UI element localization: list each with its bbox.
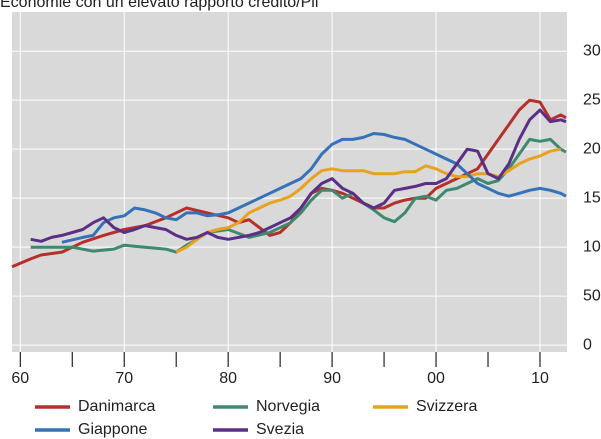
y-tick-label: 0 <box>583 336 592 353</box>
y-tick-label: 250 <box>583 91 601 108</box>
y-tick-label: 200 <box>583 140 601 157</box>
x-tick-label: 00 <box>427 370 445 387</box>
x-tick-label: 10 <box>531 370 549 387</box>
y-tick-label: 150 <box>583 189 601 206</box>
y-tick-label: 300 <box>583 42 601 59</box>
legend-label: Norvegia <box>256 398 320 415</box>
line-series <box>30 108 567 243</box>
legend-label: Danimarca <box>78 398 155 415</box>
x-tick-label: 60 <box>11 370 29 387</box>
x-tick-label: 90 <box>323 370 341 387</box>
legend-label: Svizzera <box>416 398 477 415</box>
line-series <box>11 98 567 269</box>
legend-label: Giappone <box>78 421 147 438</box>
line-series <box>175 147 562 254</box>
legend-label: Svezia <box>256 421 304 438</box>
y-tick-label: 100 <box>583 238 601 255</box>
x-tick-label: 70 <box>115 370 133 387</box>
y-tick-label: 50 <box>583 287 601 304</box>
x-tick-label: 80 <box>219 370 237 387</box>
chart-title: Economie con un elevato rapporto credito… <box>0 0 318 11</box>
line-series <box>61 132 567 244</box>
